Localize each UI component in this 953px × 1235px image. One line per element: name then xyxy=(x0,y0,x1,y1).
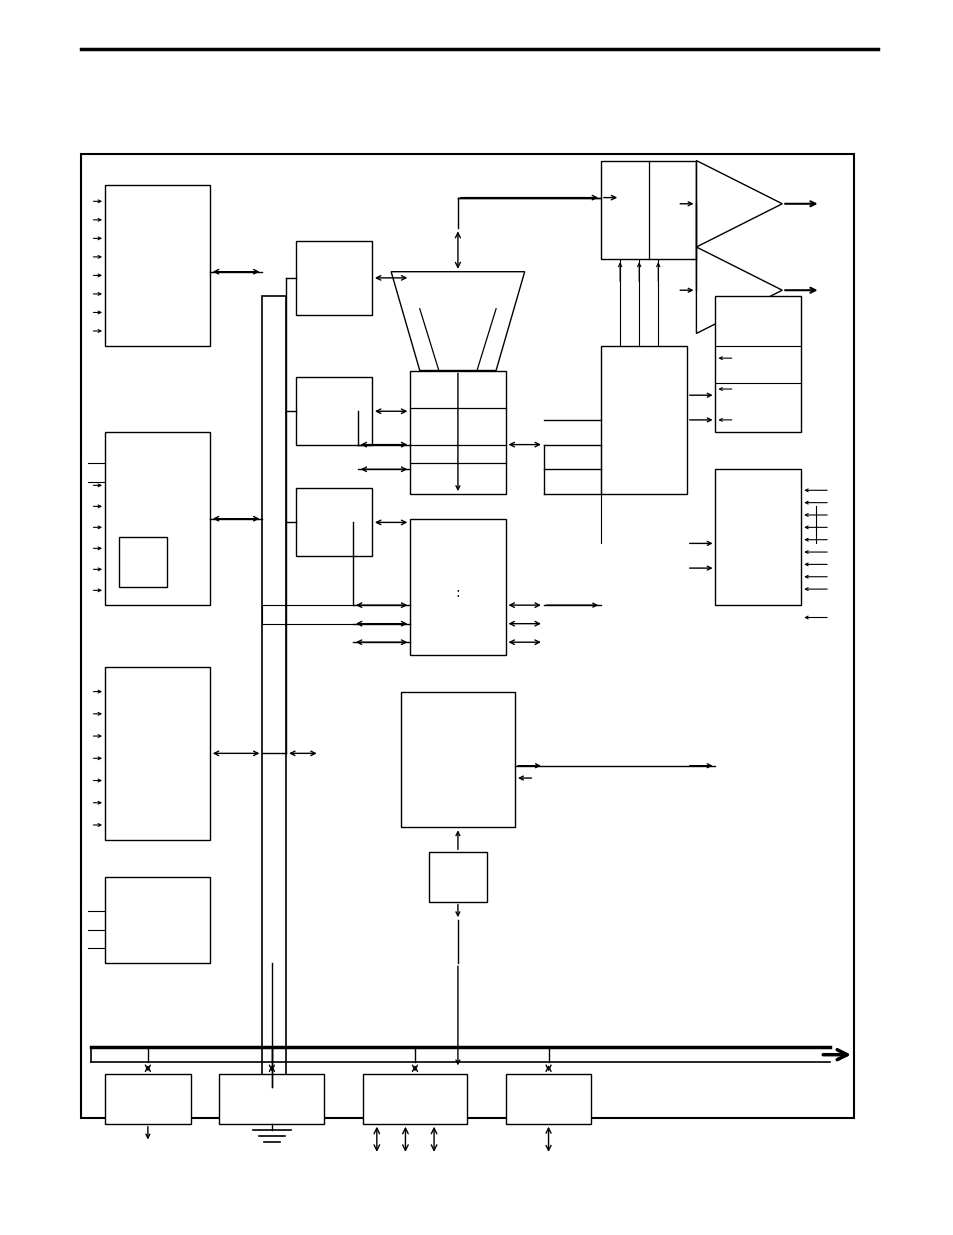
Bar xyxy=(262,296,286,1087)
Text: :: : xyxy=(456,585,459,600)
Bar xyxy=(105,877,210,963)
Bar xyxy=(105,1074,191,1124)
Bar xyxy=(81,154,853,1118)
Bar xyxy=(295,241,372,315)
Bar xyxy=(362,1074,467,1124)
Bar xyxy=(295,488,372,556)
Bar xyxy=(105,432,210,605)
Bar xyxy=(219,1074,324,1124)
Bar xyxy=(600,346,686,494)
Bar xyxy=(410,370,505,494)
Bar xyxy=(715,469,801,605)
Bar xyxy=(400,692,515,827)
Bar xyxy=(715,296,801,432)
Bar xyxy=(105,185,210,346)
Bar xyxy=(119,537,167,587)
Bar xyxy=(410,519,505,655)
Bar xyxy=(505,1074,591,1124)
Bar xyxy=(600,161,696,259)
Bar xyxy=(429,852,486,902)
Bar xyxy=(105,667,210,840)
Bar xyxy=(295,377,372,445)
